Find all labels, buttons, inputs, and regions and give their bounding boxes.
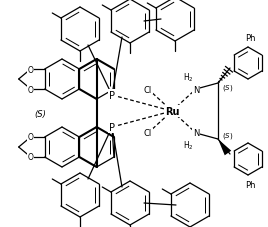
- Text: P: P: [109, 122, 115, 132]
- Text: (S): (S): [34, 109, 46, 118]
- Polygon shape: [218, 139, 231, 156]
- Text: Ph: Ph: [245, 33, 255, 42]
- Text: $(S)$: $(S)$: [222, 131, 234, 140]
- Text: O: O: [28, 133, 34, 142]
- Text: Cl: Cl: [144, 85, 152, 94]
- Text: O: O: [28, 85, 34, 94]
- Text: O: O: [28, 65, 34, 74]
- Text: H$_2$: H$_2$: [183, 72, 193, 84]
- Text: O: O: [28, 153, 34, 162]
- Text: N: N: [193, 85, 199, 94]
- Text: $(S)$: $(S)$: [222, 83, 234, 93]
- Text: N: N: [193, 129, 199, 138]
- Text: P: P: [109, 91, 115, 101]
- Text: Ph: Ph: [245, 181, 255, 190]
- Text: H$_2$: H$_2$: [183, 139, 193, 152]
- Text: Ru: Ru: [165, 106, 179, 116]
- Text: Cl: Cl: [144, 129, 152, 138]
